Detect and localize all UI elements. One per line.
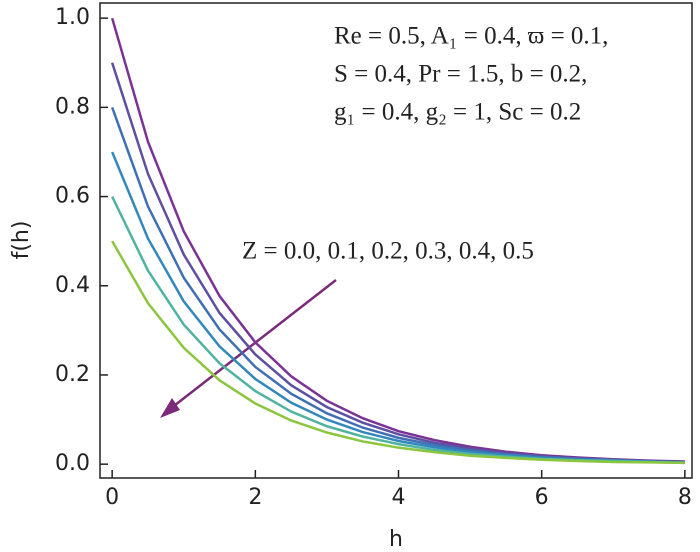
y-tick-label: 1.0 xyxy=(55,5,90,30)
data-line xyxy=(111,196,685,465)
annotation: Z = 0.0, 0.1, 0.2, 0.3, 0.4, 0.5 xyxy=(242,238,534,265)
data-line xyxy=(111,151,685,464)
arrow-head xyxy=(160,398,180,418)
x-tick-label: 4 xyxy=(392,485,406,510)
data-line xyxy=(111,240,685,465)
y-tick-label: 0.8 xyxy=(55,94,90,119)
x-tick-label: 2 xyxy=(248,485,262,510)
plot-frame xyxy=(99,2,693,479)
y-tick-label: 0.6 xyxy=(55,184,90,209)
annotation: S = 0.4, Pr = 1.5, b = 0.2, xyxy=(334,61,587,88)
annotation: Re = 0.5, A₁ = 0.4, ϖ = 0.1, xyxy=(334,23,608,50)
y-axis-label: f(h) xyxy=(9,221,34,260)
x-axis-label: h xyxy=(389,527,403,552)
annotation: g₁ = 0.4, g₂ = 1, Sc = 0.2 xyxy=(334,99,581,126)
y-tick-label: 0.2 xyxy=(55,362,90,387)
y-tick-label: 0.0 xyxy=(55,451,90,476)
x-tick-label: 0 xyxy=(105,485,119,510)
x-tick-label: 8 xyxy=(678,485,692,510)
y-tick-label: 0.4 xyxy=(55,273,90,298)
data-line xyxy=(110,106,685,464)
x-tick-label: 6 xyxy=(535,485,549,510)
arrow-line xyxy=(169,279,337,410)
